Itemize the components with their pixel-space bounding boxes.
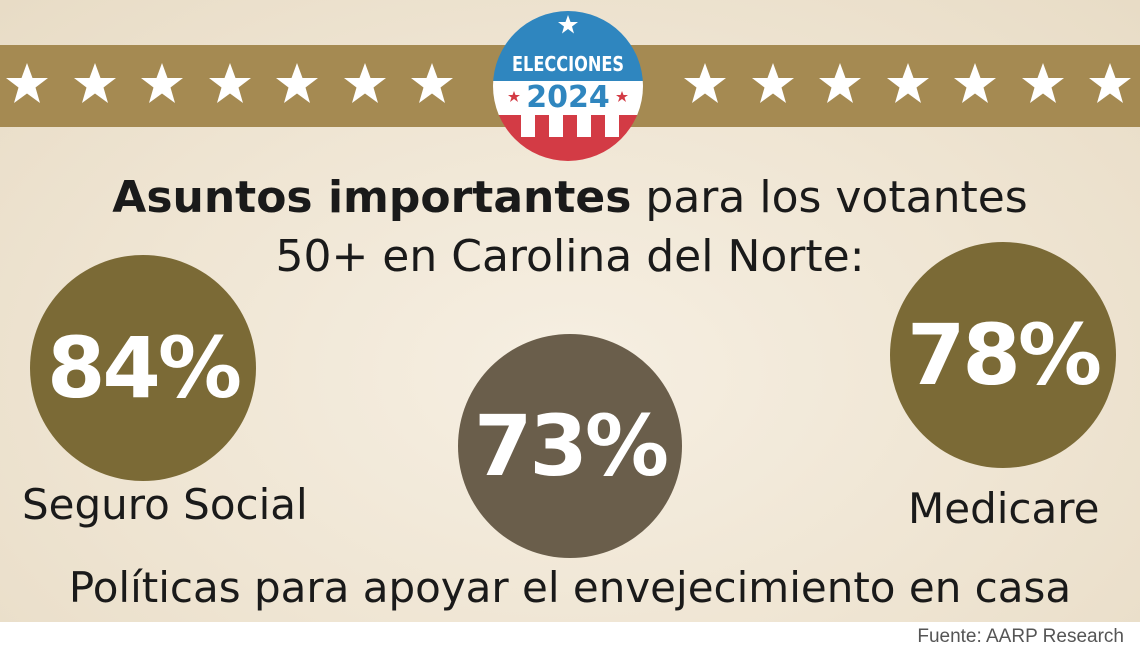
star-icon: [343, 63, 386, 103]
label-medicare: Medicare: [908, 484, 1100, 533]
label-social-security: Seguro Social: [22, 480, 308, 529]
star-icon: [141, 63, 183, 103]
star-icon: [954, 63, 996, 103]
headline-line-2: 50+ en Carolina del Norte:: [275, 231, 865, 282]
star-icon: [411, 63, 453, 103]
star-icon: [1089, 63, 1131, 103]
svg-text:2024: 2024: [526, 80, 610, 115]
percent-circle-aging-at-home: 73%: [458, 334, 682, 558]
star-icon: [886, 63, 929, 103]
star-icon: [208, 63, 251, 103]
star-icon: [1021, 63, 1064, 103]
percent-circle-medicare: 78%: [890, 242, 1116, 468]
star-icon: [276, 63, 318, 103]
headline-line-1: Asuntos importantes para los votantes: [0, 170, 1140, 226]
star-icon: [819, 63, 861, 103]
label-aging-at-home: Políticas para apoyar el envejecimiento …: [68, 563, 1072, 612]
star-icon: [684, 63, 726, 103]
star-icon: [6, 63, 48, 103]
source-note: Fuente: AARP Research: [917, 626, 1124, 647]
star-icon: [73, 63, 116, 103]
percent-circle-social-security: 84%: [30, 255, 256, 481]
headline-rest: para los votantes: [631, 172, 1028, 223]
star-icon: [751, 63, 794, 103]
svg-text:ELECCIONES: ELECCIONES: [512, 52, 624, 76]
headline-bold: Asuntos importantes: [112, 172, 632, 223]
elecciones-2024-badge: ELECCIONES 2024: [493, 11, 643, 161]
